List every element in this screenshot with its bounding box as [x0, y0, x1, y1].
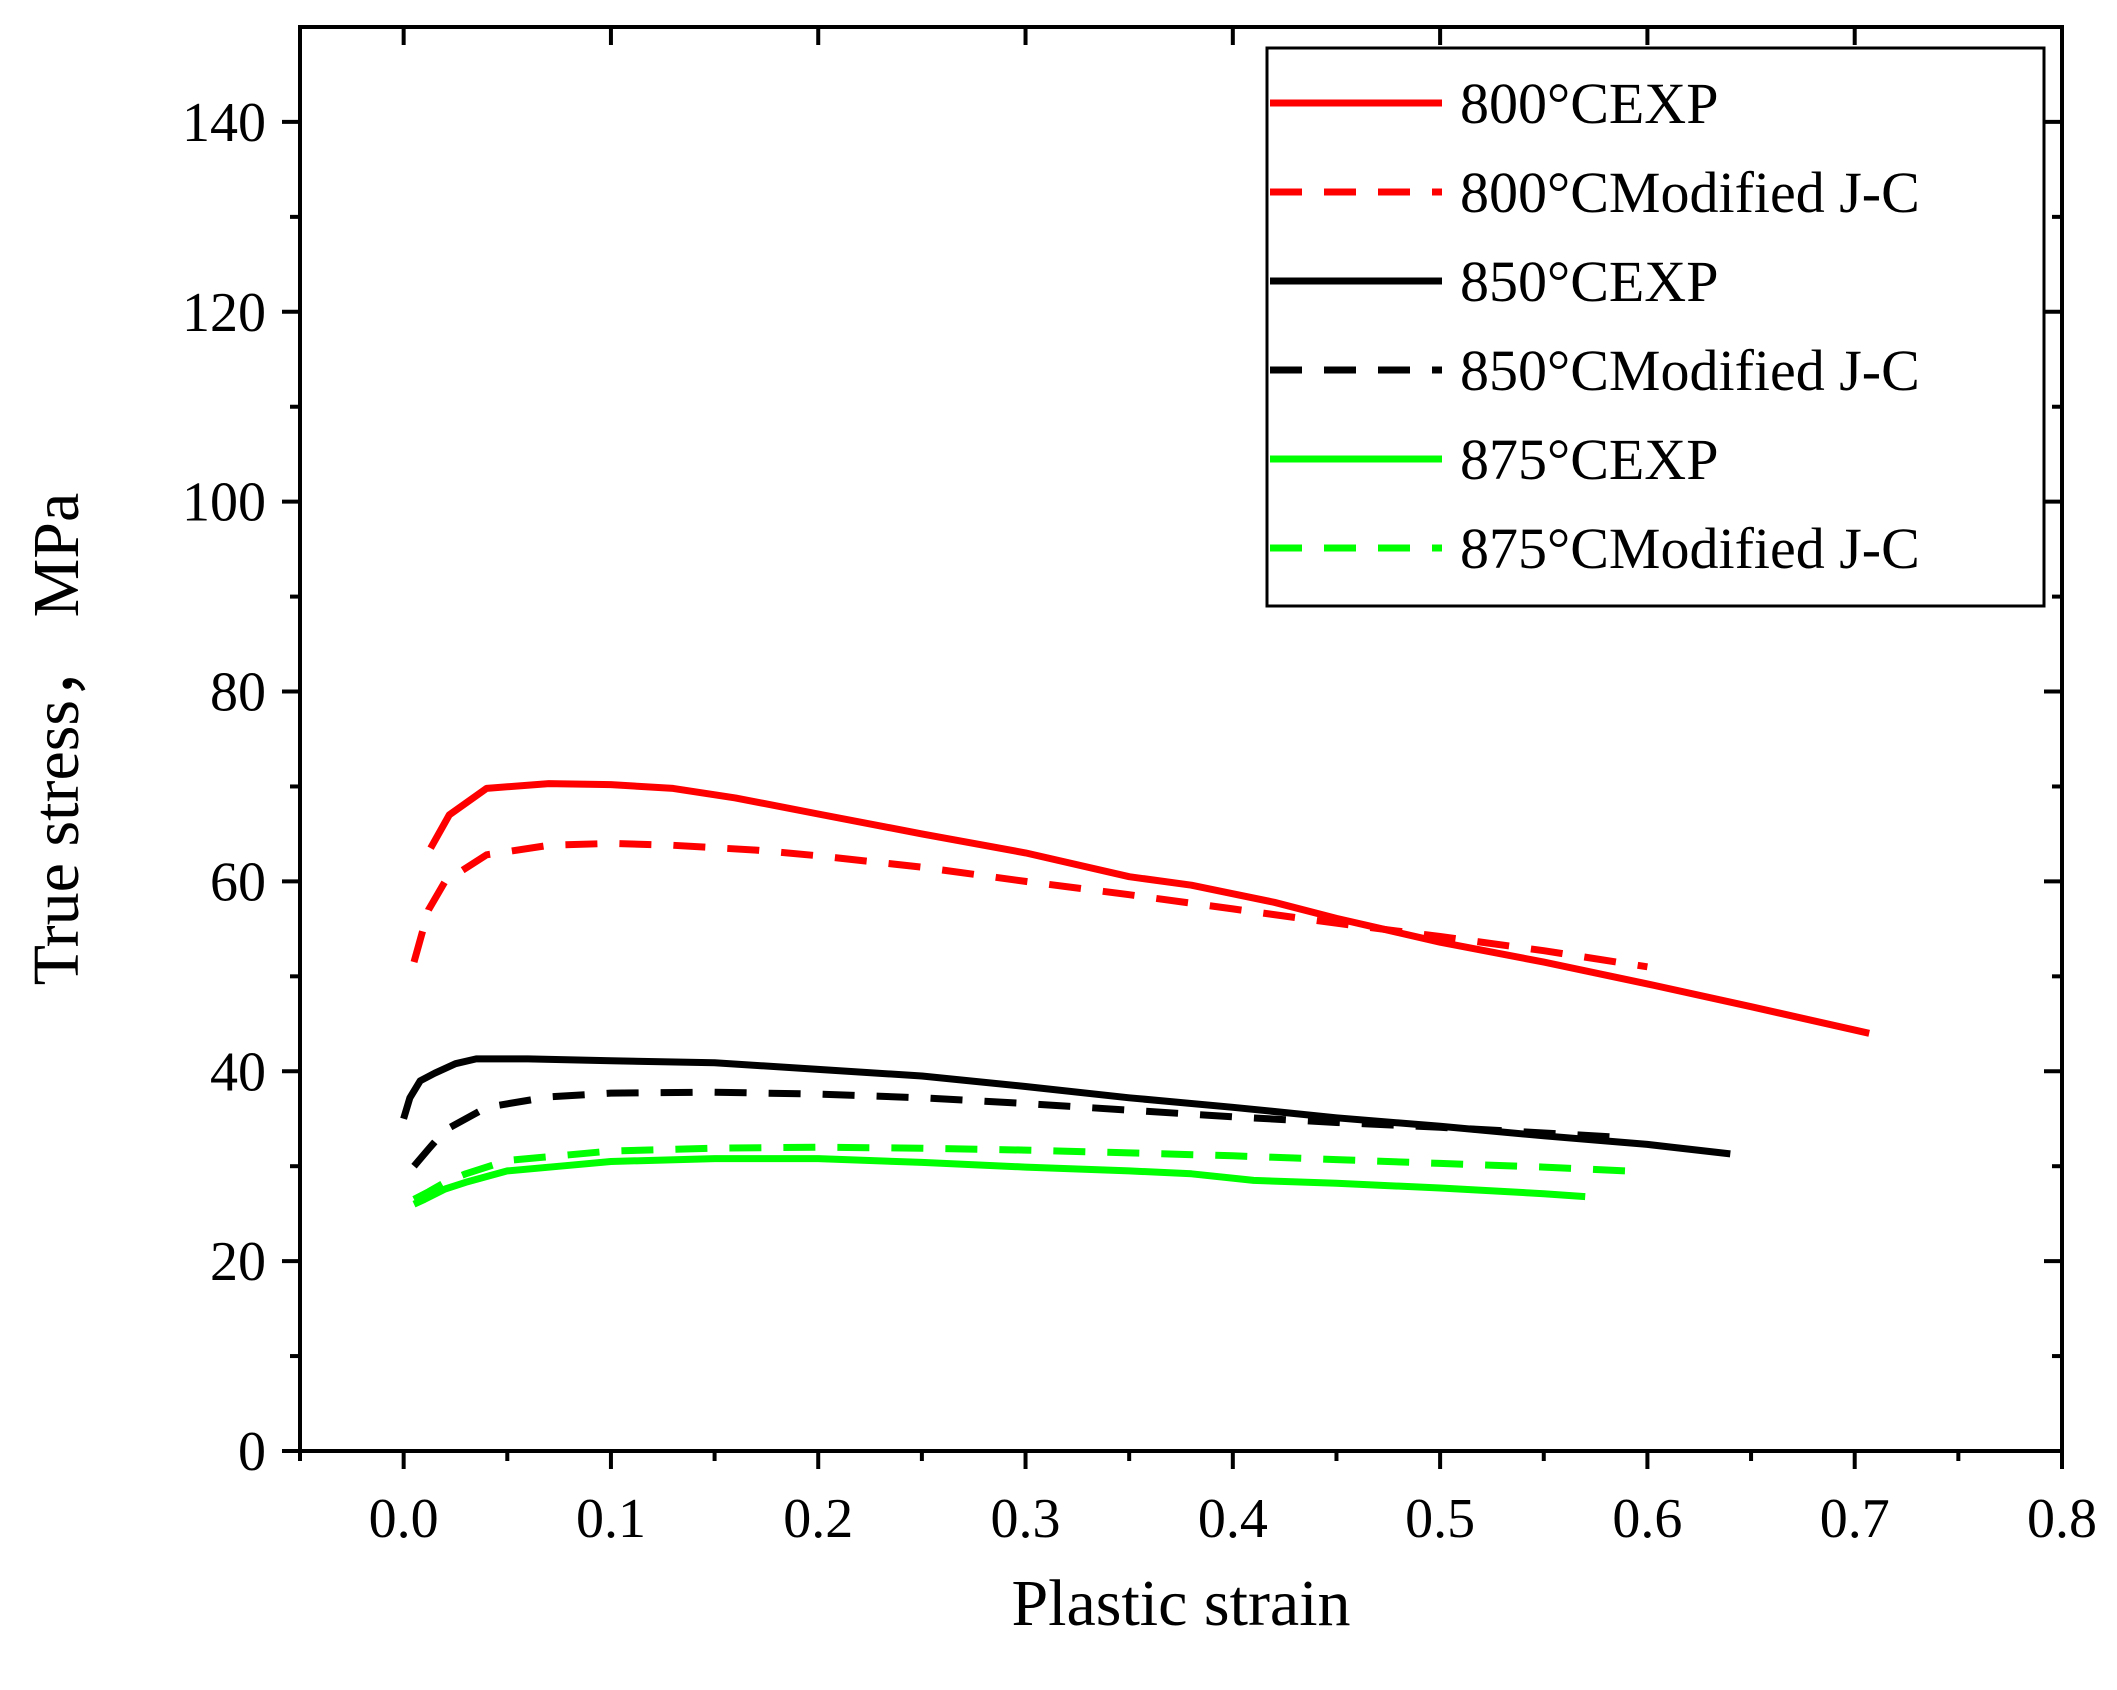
series-line-2	[410, 839, 1648, 971]
y-tick-label: 60	[210, 851, 266, 913]
y-tick-label: 40	[210, 1041, 266, 1103]
y-tick-label: 80	[210, 662, 266, 724]
x-tick-label: 0.6	[1612, 1488, 1682, 1550]
series-layer	[400, 780, 1870, 1208]
x-tick-label: 0.2	[783, 1488, 853, 1550]
y-tick-label: 0	[238, 1421, 266, 1483]
axes-layer: 0.0 0.1 0.2 0.3 0.4 0.5 0.6 0.7 0.8 0 20 40 60 80 100 1…	[182, 25, 2097, 1550]
series-line-1	[427, 780, 1870, 1037]
x-tick-label: 0.8	[2027, 1488, 2097, 1550]
x-tick-label: 0.5	[1405, 1488, 1475, 1550]
legend-label-3: 850°CEXP	[1460, 249, 1718, 314]
y-tick-label: 140	[182, 92, 266, 154]
legend-label-2: 800°CModified J-C	[1460, 160, 1920, 225]
x-tick-label: 0.1	[576, 1488, 646, 1550]
legend-label-5: 875°CEXP	[1460, 427, 1718, 492]
y-tick-label: 100	[182, 472, 266, 534]
x-tick-label: 0.7	[1820, 1488, 1890, 1550]
legend: 800°CEXP 800°CModified J-C 850°CEXP 850°CMo…	[1265, 46, 2046, 608]
series-line-4	[411, 1088, 1627, 1169]
legend-label-1: 800°CEXP	[1460, 71, 1718, 136]
x-tick-label: 0.4	[1198, 1488, 1268, 1550]
y-axis-title: True stress， MPa	[20, 493, 93, 986]
y-tick-label: 120	[182, 282, 266, 344]
legend-label-4: 850°CModified J-C	[1460, 338, 1920, 403]
x-tick-label: 0.0	[369, 1488, 439, 1550]
series-line-5	[412, 1155, 1586, 1208]
x-axis-title: Plastic strain	[1011, 1567, 1350, 1640]
legend-label-6: 875°CModified J-C	[1460, 516, 1920, 581]
y-tick-label: 20	[210, 1231, 266, 1293]
x-tick-label: 0.3	[991, 1488, 1061, 1550]
legend-box	[1265, 46, 2046, 608]
plot-frame	[298, 25, 2064, 1453]
